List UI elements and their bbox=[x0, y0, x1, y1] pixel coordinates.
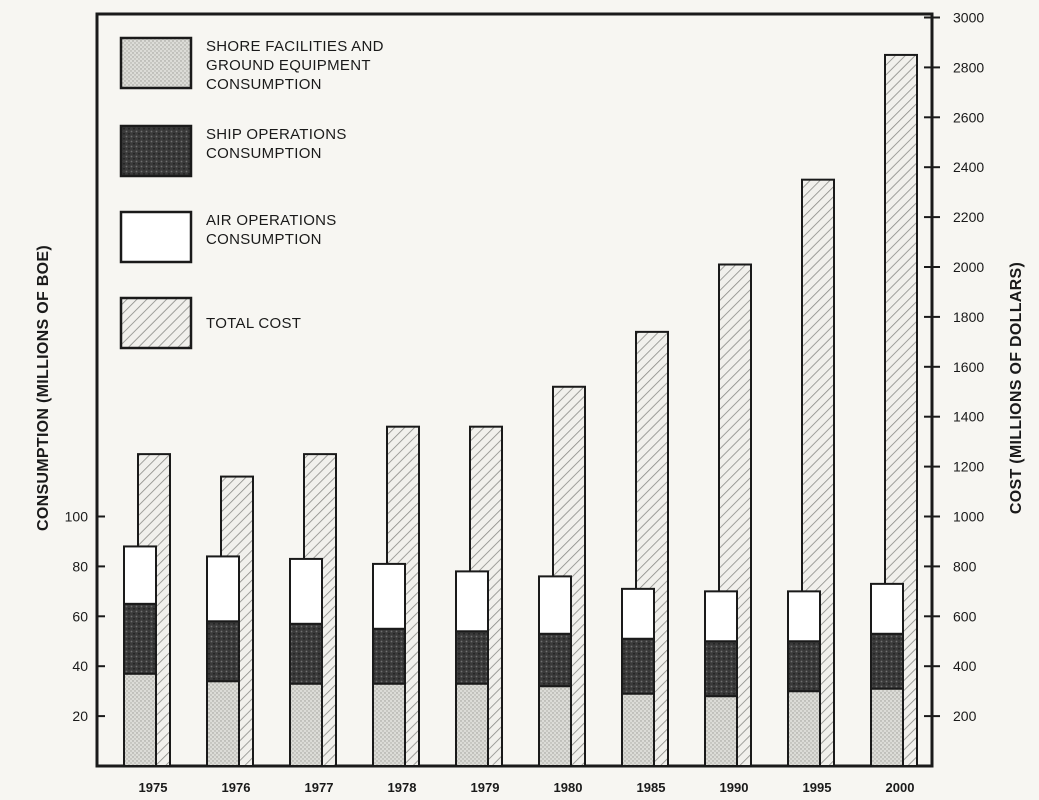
bar-shore-1979 bbox=[455, 682, 489, 767]
right-tick-label-400: 400 bbox=[953, 658, 977, 674]
bar-air-1995 bbox=[787, 590, 821, 643]
bar-shore-1975 bbox=[123, 672, 157, 767]
bar-ship-2000 bbox=[870, 632, 904, 690]
bar-air-1975 bbox=[123, 545, 157, 605]
bar-ship-1995 bbox=[787, 640, 821, 693]
legend-label-4: TOTAL COST bbox=[206, 315, 301, 332]
left-tick-label-80: 80 bbox=[72, 558, 88, 574]
bar-ship-1975 bbox=[123, 602, 157, 675]
left-tick-label-40: 40 bbox=[72, 658, 88, 674]
bar-ship-1985 bbox=[621, 637, 655, 695]
right-tick-label-1600: 1600 bbox=[953, 359, 984, 375]
bar-air-1985 bbox=[621, 587, 655, 640]
bar-ship-1976 bbox=[206, 620, 240, 683]
left-tick-label-60: 60 bbox=[72, 608, 88, 624]
y-axis-title-right: COST (MILLIONS OF DOLLARS) bbox=[1008, 262, 1025, 514]
right-tick-label-2200: 2200 bbox=[953, 209, 984, 225]
left-tick-label-100: 100 bbox=[65, 509, 89, 525]
bar-shore-2000 bbox=[870, 687, 904, 768]
legend: SHORE FACILITIES AND GROUND EQUIPMENT CONS… bbox=[119, 36, 384, 350]
bar-shore-1995 bbox=[787, 690, 821, 768]
x-tick-label-2000: 2000 bbox=[886, 780, 915, 795]
legend-swatch-4 bbox=[119, 296, 193, 350]
plot-frame bbox=[95, 12, 934, 768]
right-tick-label-1200: 1200 bbox=[953, 459, 984, 475]
bar-air-1978 bbox=[372, 562, 406, 630]
x-tick-label-1976: 1976 bbox=[222, 780, 251, 795]
left-tick-label-20: 20 bbox=[72, 708, 88, 724]
right-tick-label-1400: 1400 bbox=[953, 409, 984, 425]
x-tick-label-1990: 1990 bbox=[720, 780, 749, 795]
right-tick-label-2400: 2400 bbox=[953, 159, 984, 175]
x-tick-label-1979: 1979 bbox=[471, 780, 500, 795]
bar-air-1976 bbox=[206, 555, 240, 623]
right-tick-label-2000: 2000 bbox=[953, 259, 984, 275]
bar-air-2000 bbox=[870, 582, 904, 635]
bar-shore-1990 bbox=[704, 695, 738, 768]
x-tick-label-1977: 1977 bbox=[305, 780, 334, 795]
right-tick-label-1800: 1800 bbox=[953, 309, 984, 325]
right-tick-label-2600: 2600 bbox=[953, 109, 984, 125]
x-tick-label-1978: 1978 bbox=[388, 780, 417, 795]
right-axis: 200 400 600 800 1000 1200 1400 1600 1800 2000 2200… bbox=[924, 10, 984, 724]
bar-air-1977 bbox=[289, 557, 323, 625]
right-tick-label-3000: 3000 bbox=[953, 10, 984, 26]
bar-shore-1978 bbox=[372, 682, 406, 767]
x-tick-label-1975: 1975 bbox=[139, 780, 168, 795]
x-tick-label-1995: 1995 bbox=[803, 780, 832, 795]
right-tick-label-800: 800 bbox=[953, 558, 977, 574]
right-tick-label-200: 200 bbox=[953, 708, 977, 724]
bar-ship-1977 bbox=[289, 622, 323, 685]
legend-swatch-2 bbox=[119, 124, 193, 178]
bar-shore-1980 bbox=[538, 685, 572, 767]
x-tick-label-1985: 1985 bbox=[637, 780, 666, 795]
bar-air-1980 bbox=[538, 575, 572, 635]
bar-shore-1976 bbox=[206, 680, 240, 767]
x-axis: 1975 1976 1977 1978 1979 1980 1985 1990 1995 2000 bbox=[139, 780, 915, 795]
x-tick-label-1980: 1980 bbox=[554, 780, 583, 795]
bar-ship-1990 bbox=[704, 640, 738, 698]
bar-air-1979 bbox=[455, 570, 489, 633]
right-tick-label-600: 600 bbox=[953, 608, 977, 624]
legend-swatch-1 bbox=[119, 36, 193, 90]
right-tick-label-1000: 1000 bbox=[953, 509, 984, 525]
bar-air-1990 bbox=[704, 590, 738, 643]
legend-swatch-3 bbox=[119, 210, 193, 264]
bar-ship-1980 bbox=[538, 632, 572, 688]
right-tick-label-2800: 2800 bbox=[953, 59, 984, 75]
legend-label-3: AIR OPERATIONS CONSUMPTION bbox=[206, 212, 337, 248]
y-axis-title-left: CONSUMPTION (MILLIONS OF BOE) bbox=[35, 245, 52, 531]
bar-shore-1977 bbox=[289, 682, 323, 767]
bar-ship-1979 bbox=[455, 630, 489, 685]
bars-layer bbox=[123, 53, 918, 768]
bar-shore-1985 bbox=[621, 692, 655, 768]
bar-ship-1978 bbox=[372, 627, 406, 685]
left-axis: 20 40 60 80 100 bbox=[65, 509, 105, 724]
legend-label-2: SHIP OPERATIONS CONSUMPTION bbox=[206, 126, 347, 162]
legend-label-1: SHORE FACILITIES AND GROUND EQUIPMENT CONS… bbox=[206, 38, 384, 93]
